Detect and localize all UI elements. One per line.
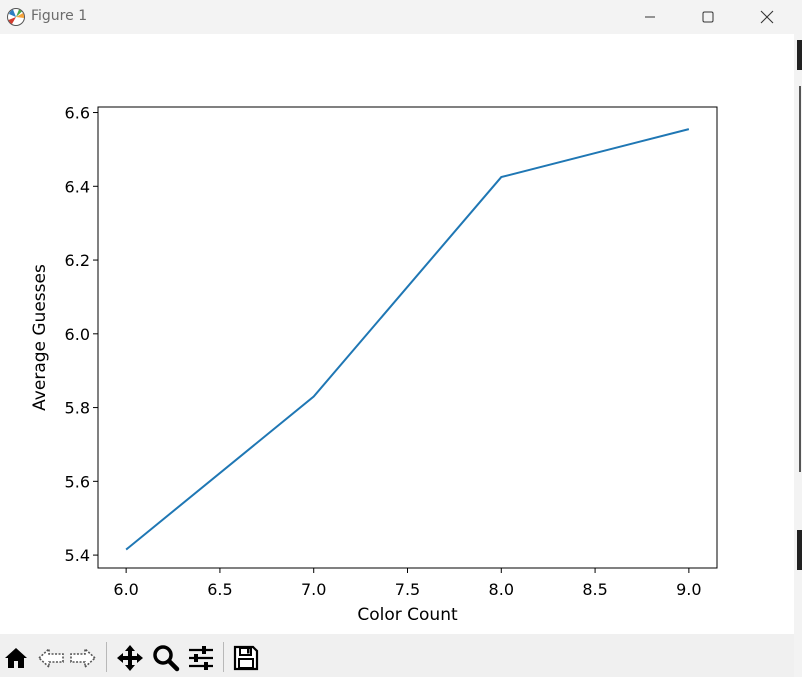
minimize-icon [645,16,655,18]
y-axis-label: Average Guesses [30,264,50,411]
navigation-toolbar [0,634,794,677]
background-window-edge [794,0,802,677]
x-tick-label: 6.5 [207,580,232,599]
save-button[interactable] [232,644,260,672]
title-bar: Figure 1 [0,0,802,34]
maximize-icon [702,11,714,23]
pan-icon [117,645,143,671]
y-tick-label: 6.6 [65,104,90,123]
y-tick-label: 6.2 [65,251,90,270]
x-tick-label: 7.5 [395,580,420,599]
x-tick-label: 7.0 [301,580,326,599]
toolbar-separator [223,642,224,672]
forward-button[interactable] [69,644,97,672]
plot-area [97,106,718,569]
x-tick-label: 8.5 [582,580,607,599]
figure-canvas: 6.0 6.5 7.0 7.5 8.0 8.5 9.0 5.4 5.6 5.8 6.0 6.2 6.4… [0,34,794,634]
y-tick-label: 6.4 [65,177,90,196]
edge-mark [799,86,801,472]
home-button[interactable] [2,644,30,672]
close-button[interactable] [744,0,790,34]
window-title: Figure 1 [31,8,88,24]
maximize-button[interactable] [685,0,731,34]
configure-subplots-button[interactable] [187,644,215,672]
edge-mark [797,530,802,570]
series-line [125,128,690,551]
y-tick-label: 5.8 [65,399,90,418]
zoom-icon [153,645,180,672]
edge-mark [797,40,802,70]
toolbar-separator [106,642,107,672]
back-arrow-icon [37,647,64,669]
x-tick-label: 6.0 [113,580,138,599]
minimize-button[interactable] [627,0,673,34]
forward-arrow-icon [70,647,97,669]
y-tick-label: 5.4 [65,546,90,565]
home-icon [5,648,27,668]
close-icon [760,10,774,24]
matplotlib-logo-icon [7,8,25,26]
pan-button[interactable] [116,644,144,672]
configure-subplots-icon [189,646,213,670]
save-icon [233,645,259,671]
line-chart: 6.0 6.5 7.0 7.5 8.0 8.5 9.0 5.4 5.6 5.8 6.0 6.2 6.4… [30,104,718,625]
y-tick-label: 6.0 [65,325,90,344]
y-tick-label: 5.6 [65,472,90,491]
x-tick-label: 8.0 [489,580,514,599]
x-tick-label: 9.0 [676,580,701,599]
back-button[interactable] [37,644,65,672]
zoom-button[interactable] [152,644,180,672]
x-axis-label: Color Count [357,605,458,625]
